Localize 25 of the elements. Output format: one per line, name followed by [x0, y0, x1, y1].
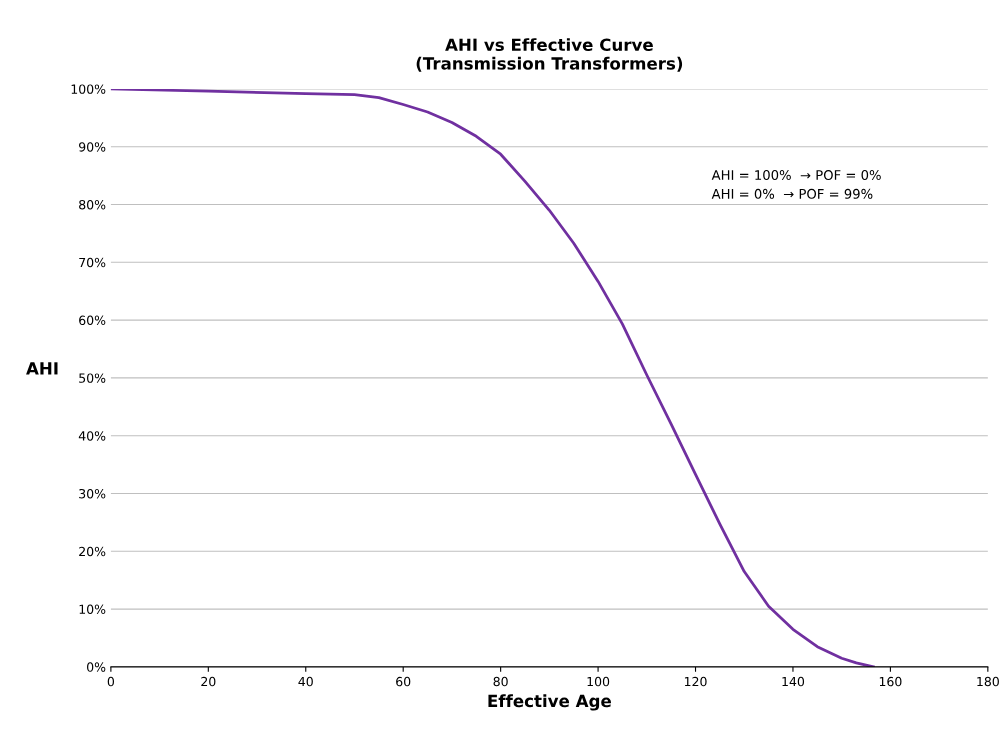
x-tick-label: 80 [493, 676, 508, 687]
chart-title: AHI vs Effective Curve (Transmission Transformers) [416, 38, 683, 72]
x-tick-label: 60 [396, 676, 411, 687]
y-tick-label: 70% [79, 257, 106, 268]
y-tick-label: 90% [79, 142, 106, 152]
y-tick-label: 50% [79, 373, 106, 383]
y-tick-label: 10% [79, 604, 106, 615]
y-axis-title: AHI [26, 362, 58, 375]
x-tick-label: 180 [977, 676, 999, 687]
y-tick-label: 20% [79, 546, 106, 557]
x-axis-title: Effective Age [488, 694, 611, 711]
x-tick-label: 0 [107, 676, 115, 687]
x-tick-label: 40 [298, 676, 313, 687]
y-tick-label: 40% [78, 431, 106, 441]
y-tick-label: 100% [71, 84, 106, 94]
annotation: AHI = 100% → POF = 0% AHI = 0% → POF = 99% [711, 170, 881, 199]
y-tick-label: 30% [79, 488, 106, 499]
x-tick-label: 20 [201, 676, 216, 687]
x-tick-label: 100 [587, 676, 610, 687]
x-tick-label: 160 [879, 676, 902, 687]
y-tick-label: 60% [79, 315, 106, 326]
y-tick-label: 80% [79, 199, 106, 210]
x-tick-label: 120 [684, 676, 707, 687]
x-tick-label: 140 [782, 676, 805, 687]
y-tick-label: 0% [87, 662, 106, 672]
